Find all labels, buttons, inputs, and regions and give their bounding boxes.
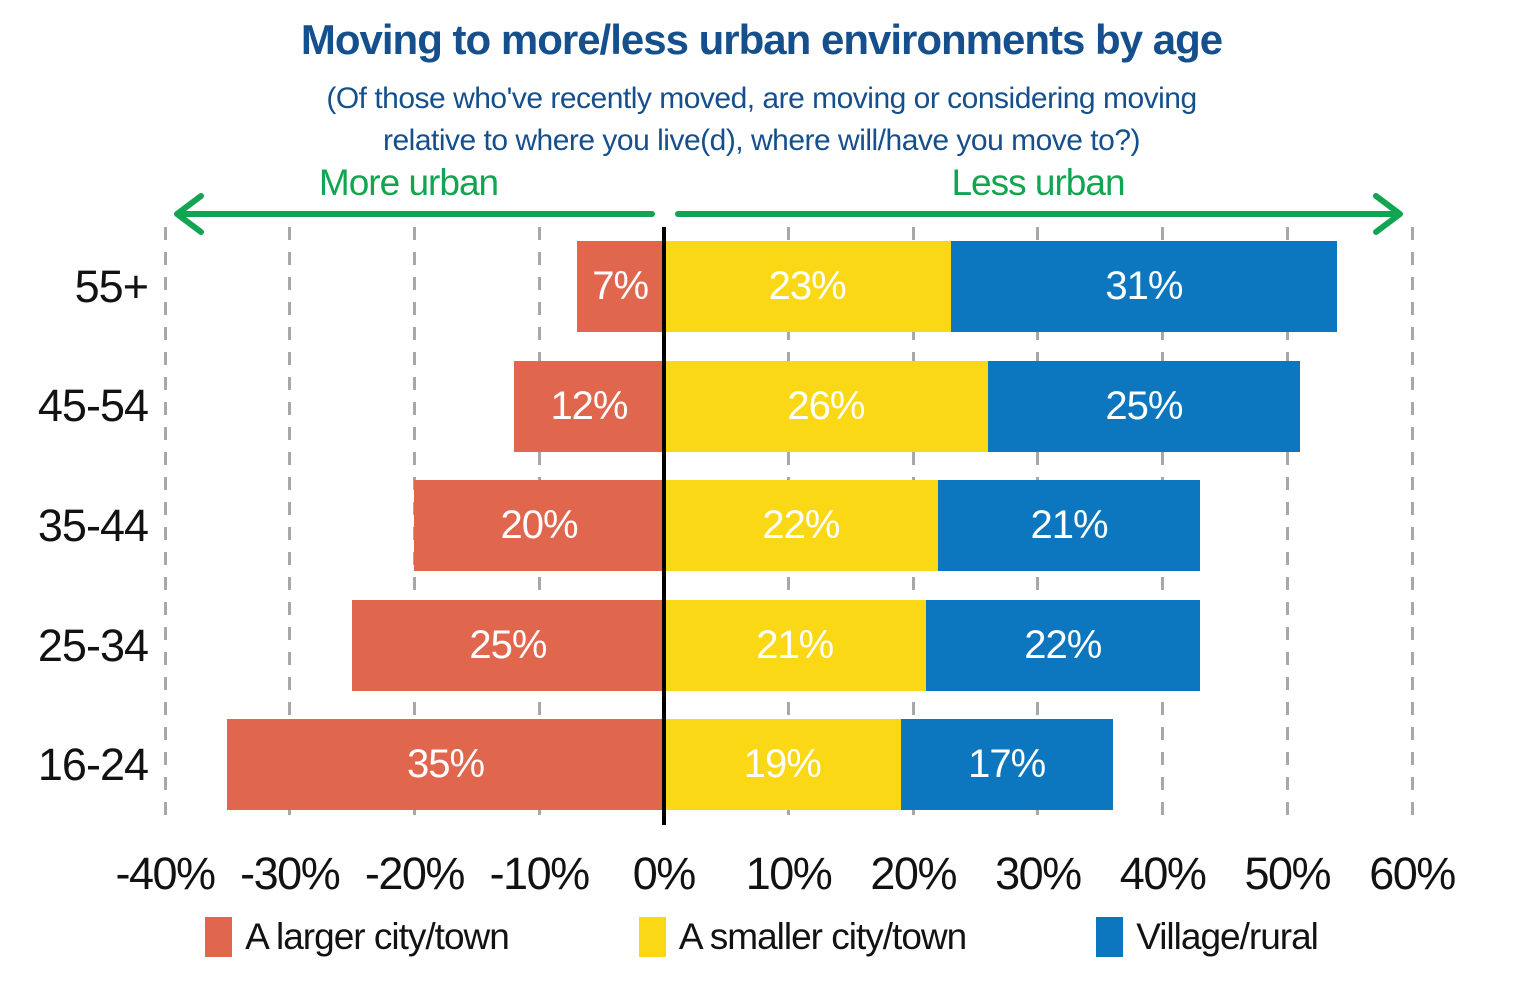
x-tick-label: -40% — [115, 848, 216, 899]
legend-item: Village/rural — [1096, 916, 1319, 958]
direction-arrows-svg — [174, 193, 1403, 235]
legend-item: A smaller city/town — [638, 916, 967, 958]
bar-segment-a-smaller-city-town: 21% — [663, 599, 926, 691]
bar-value-label: 7% — [592, 264, 649, 308]
bar-segment-a-larger-city-town: 35% — [227, 719, 664, 811]
legend-label: Village/rural — [1136, 916, 1319, 957]
bar-segment-a-larger-city-town: 25% — [352, 599, 664, 691]
legend-label: A smaller city/town — [678, 916, 967, 957]
bar-row: 25-34 25% 21% 22% — [38, 586, 1412, 706]
x-tick-label: 50% — [1244, 848, 1332, 899]
gridline — [1410, 227, 1414, 825]
category-label: 16-24 — [37, 739, 149, 791]
bar-value-label: 21% — [756, 622, 834, 667]
x-axis: -40% -30% -20% -10% 0% 10% 20% 30% 40% 50% 60% — [115, 842, 1456, 906]
x-tick-label: 10% — [745, 848, 833, 899]
chart-subtitle: (Of those who've recently moved, are mov… — [0, 78, 1523, 162]
bar-segment-a-larger-city-town: 7% — [576, 241, 664, 332]
bar-segment-village-rural: 17% — [900, 719, 1113, 811]
x-tick-label: 20% — [870, 848, 957, 899]
bar-segment-a-larger-city-town: 12% — [514, 360, 664, 452]
bar-value-label: 26% — [787, 383, 865, 428]
zero-axis-line — [661, 227, 666, 825]
chart-subtitle-line2: relative to where you live(d), where wil… — [382, 124, 1141, 157]
legend-label: A larger city/town — [245, 916, 510, 957]
legend-swatch-icon — [205, 917, 233, 957]
gridline — [288, 227, 292, 825]
bar-value-label: 22% — [1024, 622, 1102, 667]
bar-segment-village-rural: 31% — [950, 241, 1338, 332]
bar-segment-village-rural: 25% — [988, 360, 1300, 452]
bar-value-label: 17% — [968, 742, 1046, 787]
direction-arrows: More urban Less urban — [165, 162, 1412, 235]
bar-value-label: 35% — [407, 742, 485, 787]
bar-segment-village-rural: 21% — [938, 480, 1200, 572]
chart-title: Moving to more/less urban environments b… — [300, 16, 1223, 63]
category-label: 45-54 — [37, 380, 149, 432]
x-tick-label: -10% — [489, 848, 591, 899]
x-tick-label: -20% — [364, 848, 466, 899]
x-tick-label: 0% — [632, 848, 697, 899]
bar-segment-a-smaller-city-town: 23% — [663, 241, 951, 332]
bar-segment-a-smaller-city-town: 22% — [663, 480, 939, 572]
more-urban-label: More urban — [318, 162, 499, 203]
legend-item: A larger city/town — [205, 916, 510, 958]
x-tick-label: 40% — [1119, 848, 1207, 899]
category-label: 25-34 — [37, 619, 149, 671]
bar-segment-a-smaller-city-town: 26% — [663, 360, 989, 452]
bar-row: 35-44 20% 22% 21% — [38, 466, 1412, 586]
chart-subtitle-line1: (Of those who've recently moved, are mov… — [326, 82, 1197, 115]
bar-value-label: 31% — [1105, 264, 1183, 308]
bar-value-label: 21% — [1030, 503, 1109, 548]
bar-row: 55+ 7% 23% 31% — [75, 227, 1412, 347]
bar-row: 45-54 12% 26% 25% — [38, 347, 1412, 467]
legend-swatch-icon — [1096, 917, 1124, 957]
bar-value-label: 20% — [500, 503, 579, 548]
x-tick-label: 60% — [1369, 848, 1456, 899]
bar-segment-a-larger-city-town: 20% — [414, 480, 664, 572]
bar-row: 16-24 35% 19% 17% — [38, 705, 1412, 825]
bar-segment-a-smaller-city-town: 19% — [663, 719, 901, 811]
x-tick-label: 30% — [995, 848, 1082, 899]
x-tick-label: -30% — [240, 848, 341, 899]
bar-value-label: 12% — [550, 383, 628, 428]
gridline — [163, 227, 167, 825]
less-urban-label: Less urban — [951, 162, 1125, 203]
category-label: 35-44 — [37, 499, 149, 551]
bar-value-label: 22% — [762, 503, 840, 548]
bar-segment-village-rural: 22% — [925, 599, 1200, 691]
bar-value-label: 23% — [768, 264, 847, 308]
bar-value-label: 19% — [743, 742, 822, 787]
category-label: 55+ — [74, 260, 149, 312]
bar-value-label: 25% — [469, 622, 547, 667]
bar-value-label: 25% — [1105, 383, 1183, 428]
plot-area: 55+ 7% 23% 31% 45-54 12% 26% 25% 35-44 20% 22% 21% 2… — [38, 227, 1414, 825]
right-arrow-icon — [675, 193, 1403, 235]
legend-swatch-icon — [638, 917, 666, 957]
gridline — [1285, 227, 1289, 825]
legend: A larger city/town A smaller city/town Vil… — [0, 916, 1523, 958]
left-arrow-icon — [174, 193, 655, 235]
